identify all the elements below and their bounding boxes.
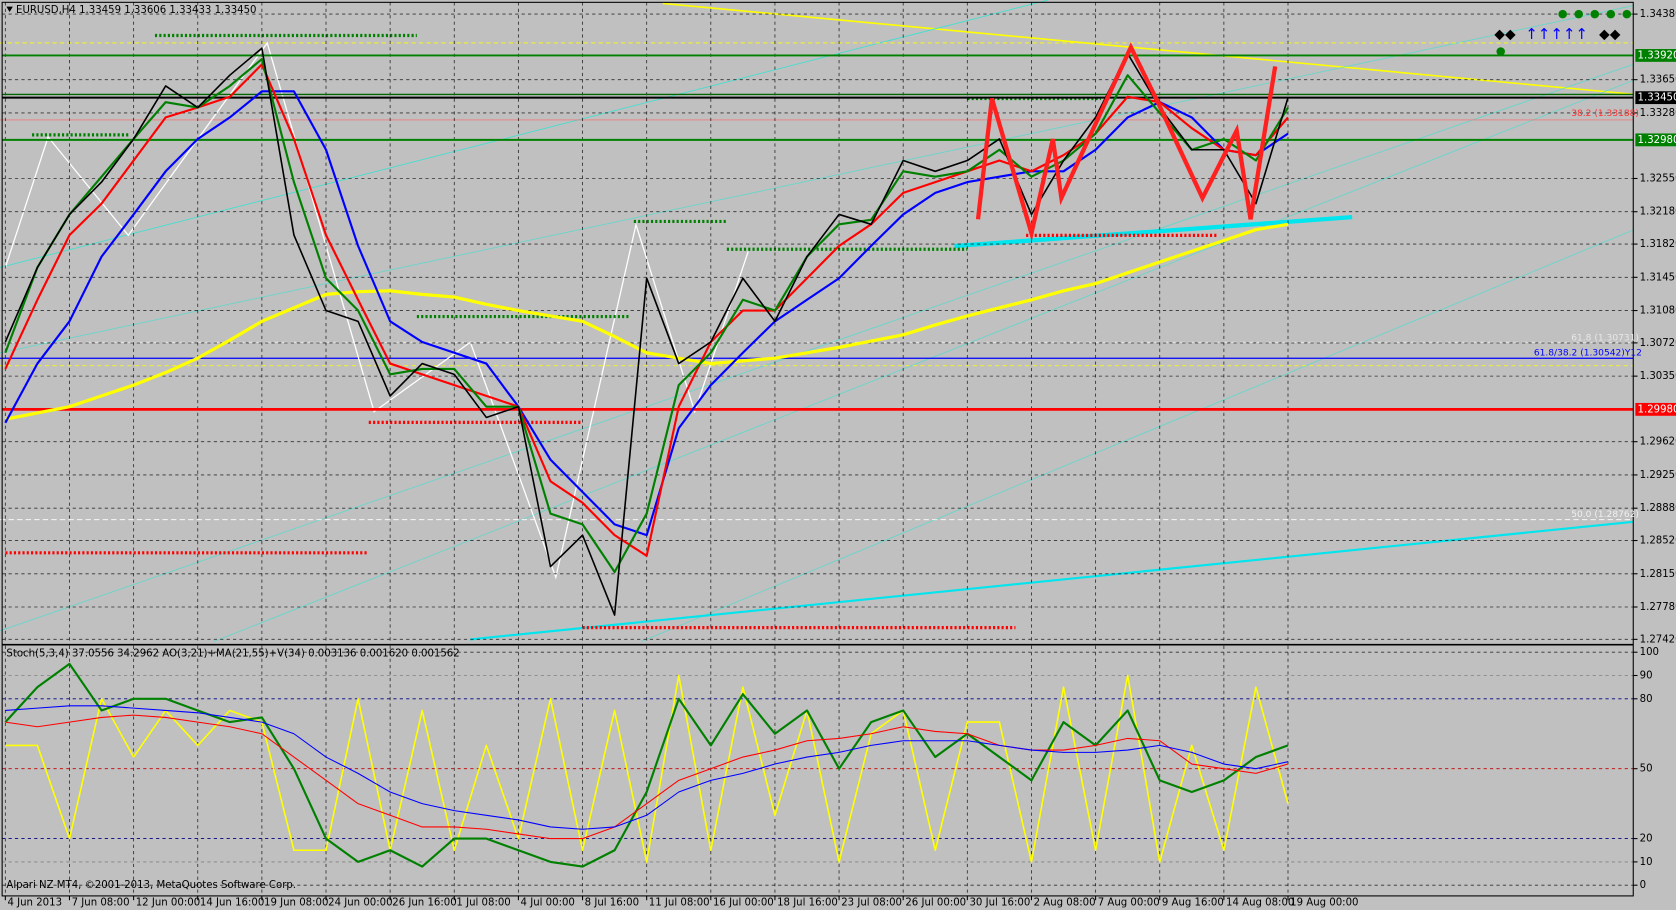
- support-line: [470, 520, 1634, 641]
- fib-label: 61.8 (1.30731): [1571, 333, 1639, 343]
- signal-icons: ◆◆ ↑↑↑↑↑ ◆◆: [1494, 9, 1632, 56]
- icon: [1558, 9, 1567, 19]
- icon: [1590, 9, 1600, 19]
- y-tick-label: 1.33650: [1640, 75, 1676, 86]
- x-tick-label: 16 Jul 00:00: [713, 897, 774, 908]
- y-tick-label: 20: [1640, 834, 1653, 845]
- y-tick-label: 1.34380: [1640, 9, 1676, 20]
- icon: ◆◆: [1599, 26, 1621, 42]
- pattern-zigzag: [975, 42, 1278, 242]
- x-tick-label: 7 Jun 08:00: [72, 897, 130, 908]
- y-tick-label: 1.28150: [1640, 569, 1676, 580]
- x-tick-label: 4 Jun 2013: [7, 897, 62, 908]
- zigzag: [4, 41, 749, 580]
- level-label: 1.32980: [1638, 135, 1676, 146]
- x-tick-label: 7 Aug 00:00: [1098, 897, 1160, 908]
- y-tick-label: 1.30350: [1640, 371, 1676, 382]
- series-line: [4, 57, 1289, 574]
- x-tick-label: 19 Jun 08:00: [264, 897, 328, 908]
- x-tick-label: 30 Jul 16:00: [969, 897, 1030, 908]
- series-line: [5, 705, 1289, 830]
- copyright: Alpari NZ MT4, ©2001-2013, MetaQuotes So…: [6, 880, 296, 891]
- y-tick-label: 1.32550: [1640, 173, 1676, 184]
- level-label: 1.33450: [1638, 93, 1676, 104]
- channel-line: [0, 63, 1634, 632]
- level-label-box: [1635, 133, 1676, 147]
- fib-label: 38.2 (1.33188): [1571, 109, 1639, 119]
- series-line: [5, 222, 1289, 421]
- y-tick-label: 100: [1640, 647, 1659, 658]
- drawing-objects: [0, 0, 1634, 642]
- y-tick-label: 1.31820: [1640, 239, 1676, 250]
- x-tick-label: 24 Jun 00:00: [328, 897, 392, 908]
- x-tick-label: 1 Jul 08:00: [456, 897, 510, 908]
- y-tick-label: 80: [1640, 694, 1653, 705]
- icon-dots: [1496, 9, 1632, 56]
- support-line: [954, 215, 1353, 249]
- y-tick-label: 1.27420: [1640, 634, 1676, 645]
- series-line: [4, 47, 1289, 616]
- x-tick-label: 26 Jul 00:00: [905, 897, 966, 908]
- channel-line: [0, 0, 1048, 268]
- x-tick-label: 23 Jul 08:00: [841, 897, 902, 908]
- y-tick-label: 1.29250: [1640, 470, 1676, 481]
- y-tick-label: 90: [1640, 671, 1653, 682]
- x-tick-label: 11 Jul 08:00: [649, 897, 710, 908]
- series-line: [5, 714, 1289, 840]
- y-tick-label: 1.30720: [1640, 338, 1676, 349]
- y-tick-label: 0: [1640, 880, 1646, 891]
- x-tick-label: 2 Aug 08:00: [1034, 897, 1096, 908]
- series-line: [5, 674, 1289, 863]
- y-tick-label: 1.29620: [1640, 437, 1676, 448]
- level-label-box: [1635, 402, 1676, 416]
- y-tick-label: 1.31450: [1640, 272, 1676, 283]
- icon: [1496, 47, 1505, 56]
- x-tick-label: 26 Jun 16:00: [392, 897, 456, 908]
- x-tick-label: 9 Aug 16:00: [1162, 897, 1224, 908]
- icon: ↑↑↑↑↑: [1525, 25, 1588, 43]
- series-line: [4, 90, 1289, 537]
- icon: [1574, 9, 1584, 19]
- level-label-box: [1635, 49, 1676, 62]
- x-tick-label: 12 Jun 00:00: [136, 897, 200, 908]
- fib-label: 61.8/38.2 (1.30542)Y12: [1534, 348, 1642, 358]
- x-tick-label: 14 Aug 08:00: [1226, 897, 1294, 908]
- y-tick-label: 1.28880: [1640, 503, 1676, 514]
- level-label: 1.29980: [1638, 404, 1676, 415]
- chart-header: EURUSD,H4 1.33459 1.33606 1.33433 1.3345…: [16, 5, 256, 16]
- header-icon: [6, 6, 13, 12]
- x-tick-label: 8 Jul 16:00: [585, 897, 639, 908]
- channel-line: [0, 5, 1634, 354]
- level-label: 1.33920: [1638, 50, 1676, 61]
- series-line: [4, 662, 1289, 868]
- fib-label: 50.0 (1.28762): [1571, 510, 1639, 520]
- x-tick-label: 14 Jun 16:00: [200, 897, 264, 908]
- icon: [1606, 9, 1616, 19]
- icon: [1622, 9, 1632, 19]
- icon: ◆◆: [1494, 26, 1516, 42]
- plot-frame: [1, 1, 1634, 897]
- indicator-header: Stoch(5,3,4) 37.0556 34.2962 AO(3,21)+MA…: [6, 648, 459, 659]
- y-tick-label: 1.33280: [1640, 108, 1676, 119]
- y-tick-label: 1.31080: [1640, 306, 1676, 317]
- channel-line: [641, 229, 1634, 642]
- level-label-box: [1635, 91, 1676, 105]
- channel-line: [213, 79, 1634, 642]
- y-tick-label: 1.28520: [1640, 536, 1676, 547]
- y-tick-label: 1.32180: [1640, 207, 1676, 218]
- x-tick-label: 18 Jul 16:00: [777, 897, 838, 908]
- y-tick-label: 1.27780: [1640, 602, 1676, 613]
- y-tick-label: 50: [1640, 764, 1653, 775]
- series-layer: [2, 2, 1634, 896]
- x-tick-label: 4 Jul 00:00: [521, 897, 575, 908]
- trend-line: [662, 2, 1634, 96]
- y-tick-label: 10: [1640, 857, 1653, 868]
- series-line: [4, 63, 1289, 557]
- x-tick-label: 19 Aug 00:00: [1290, 897, 1358, 908]
